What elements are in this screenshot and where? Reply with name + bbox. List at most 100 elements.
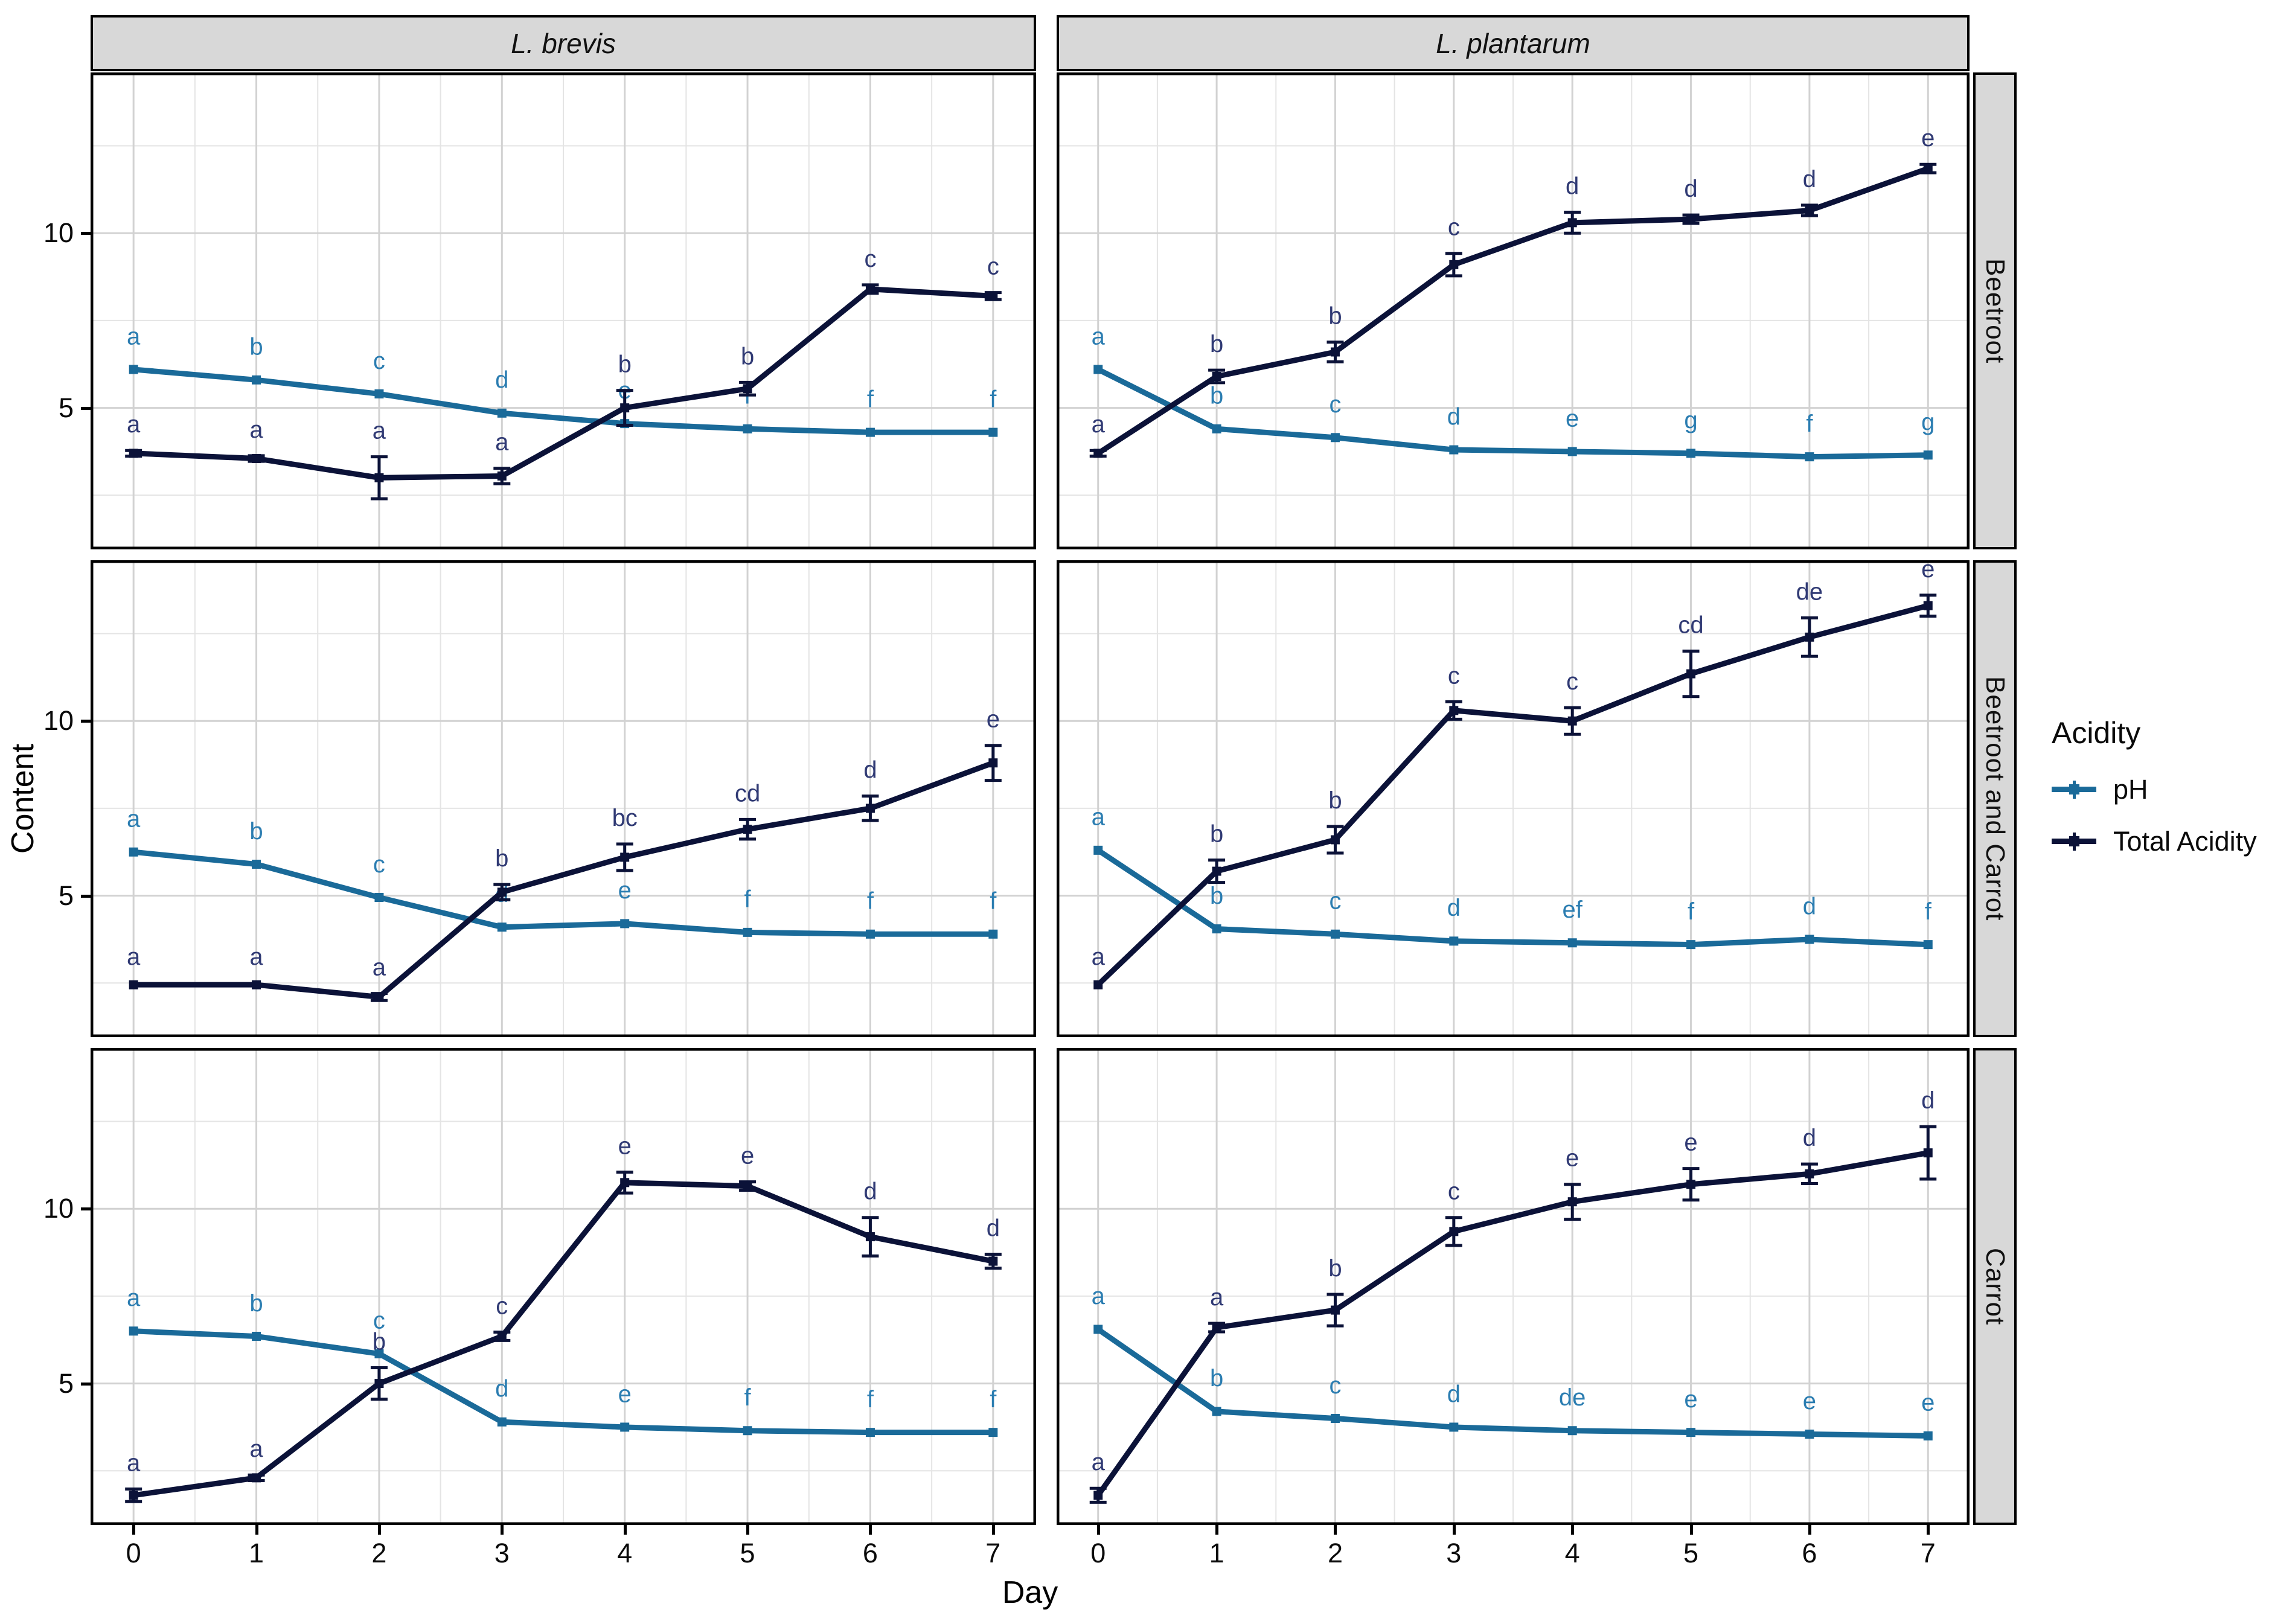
data-point bbox=[1805, 206, 1814, 216]
data-point bbox=[1805, 935, 1814, 944]
data-line bbox=[1096, 1150, 1929, 1497]
significance-letter: e bbox=[1921, 560, 1935, 583]
data-point bbox=[1449, 1422, 1459, 1432]
x-tick-mark bbox=[1334, 1525, 1337, 1535]
data-point bbox=[1330, 433, 1340, 443]
data-point bbox=[252, 454, 261, 464]
data-point bbox=[620, 1178, 630, 1188]
significance-letter: b bbox=[741, 343, 754, 369]
data-point bbox=[1093, 365, 1103, 374]
significance-letter: e bbox=[1684, 1386, 1697, 1413]
x-tick-mark bbox=[1452, 1525, 1456, 1535]
y-tick-label: 5 bbox=[58, 392, 74, 423]
significance-letter: b bbox=[249, 818, 263, 845]
data-point bbox=[988, 1428, 998, 1437]
ph-series: a b c d e g f g bbox=[1092, 323, 1935, 462]
x-tick-mark bbox=[869, 1525, 872, 1535]
total-acidity-series: a a b c e e d d bbox=[1089, 1087, 1937, 1504]
significance-letter: g bbox=[1921, 409, 1935, 435]
significance-letter: c bbox=[1329, 1372, 1341, 1399]
panel-brevis-beetroot-carrot: abcdefffaaabbccdde bbox=[91, 560, 1036, 1037]
legend-title: Acidity bbox=[2052, 716, 2141, 750]
data-point bbox=[620, 852, 630, 862]
data-point bbox=[1449, 1227, 1459, 1236]
y-tick-mark bbox=[81, 1382, 91, 1386]
data-point bbox=[743, 1181, 752, 1191]
significance-letter: a bbox=[1210, 1284, 1224, 1311]
significance-letter: cd bbox=[735, 780, 760, 807]
significance-letter: a bbox=[127, 806, 141, 833]
significance-letter: e bbox=[1921, 125, 1935, 152]
significance-letter: b bbox=[373, 1328, 386, 1355]
significance-letter: d bbox=[1447, 403, 1461, 430]
data-point bbox=[129, 1491, 138, 1500]
data-point bbox=[497, 922, 507, 932]
significance-letter: d bbox=[987, 1215, 1000, 1241]
significance-letter: a bbox=[495, 429, 509, 456]
y-tick-label: 10 bbox=[43, 705, 74, 737]
facet-strip-label: Beetroot and Carrot bbox=[1980, 676, 2010, 921]
legend-item-ph: pH bbox=[2052, 773, 2269, 805]
x-tick-label: 7 bbox=[1920, 1538, 1936, 1568]
x-tick-label: 1 bbox=[1209, 1538, 1224, 1568]
data-line bbox=[133, 286, 994, 481]
significance-letter: f bbox=[990, 888, 997, 915]
significance-letter: cd bbox=[1678, 612, 1703, 638]
data-point bbox=[743, 1426, 752, 1436]
data-point bbox=[1212, 1407, 1221, 1416]
significance-letter: c bbox=[1448, 1178, 1460, 1205]
significance-letter: g bbox=[1684, 407, 1697, 433]
y-tick-label: 5 bbox=[58, 880, 74, 911]
data-point bbox=[1567, 447, 1577, 456]
x-tick-mark bbox=[746, 1525, 750, 1535]
facet-strip-label: Beetroot bbox=[1980, 258, 2010, 364]
data-point bbox=[1567, 938, 1577, 948]
panel-border bbox=[91, 1048, 1036, 1525]
data-point bbox=[1923, 601, 1933, 610]
data-point bbox=[865, 1428, 875, 1437]
data-point bbox=[743, 825, 752, 834]
data-point bbox=[1449, 260, 1459, 269]
significance-letter: de bbox=[1796, 578, 1823, 605]
y-tick-mark bbox=[81, 1207, 91, 1211]
x-tick-mark bbox=[132, 1525, 136, 1535]
data-point bbox=[1567, 716, 1577, 726]
gridlines bbox=[91, 72, 1036, 549]
data-line bbox=[133, 366, 993, 435]
significance-letter: a bbox=[249, 944, 263, 970]
data-point bbox=[1686, 1180, 1696, 1189]
significance-letter: c bbox=[1566, 668, 1578, 695]
significance-letter: d bbox=[1921, 1087, 1935, 1114]
facet-strip-l-brevis: L. brevis bbox=[91, 15, 1036, 71]
significance-letter: e bbox=[618, 1381, 632, 1407]
significance-letter: a bbox=[127, 323, 141, 350]
panel-border bbox=[1057, 1048, 1970, 1525]
x-tick-mark bbox=[377, 1525, 381, 1535]
y-tick-mark bbox=[81, 720, 91, 723]
x-tick-label: 5 bbox=[1683, 1538, 1699, 1568]
data-point bbox=[743, 384, 752, 394]
data-point bbox=[252, 1331, 261, 1341]
data-point bbox=[1449, 445, 1459, 455]
data-point bbox=[252, 980, 261, 989]
significance-letter: f bbox=[744, 886, 752, 913]
data-point bbox=[620, 403, 630, 413]
significance-letter: a bbox=[373, 954, 386, 981]
data-point bbox=[497, 1331, 507, 1341]
facet-strip-beetroot: Beetroot bbox=[1973, 72, 2017, 549]
significance-letter: d bbox=[1803, 1125, 1816, 1151]
significance-letter: b bbox=[495, 845, 508, 872]
data-line bbox=[133, 849, 993, 937]
data-point bbox=[1093, 980, 1103, 989]
data-line bbox=[1096, 848, 1928, 948]
x-tick-mark bbox=[1215, 1525, 1219, 1535]
data-point bbox=[1330, 347, 1340, 357]
data-point bbox=[743, 927, 752, 937]
x-tick-label: 3 bbox=[1446, 1538, 1462, 1568]
